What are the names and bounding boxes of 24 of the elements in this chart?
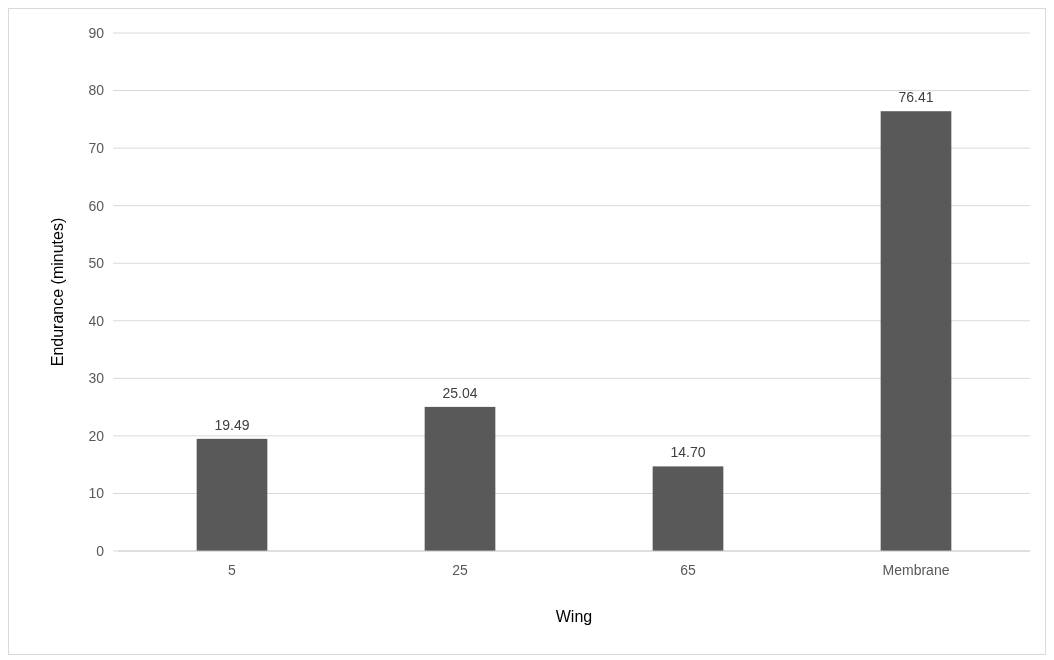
bar (652, 466, 724, 551)
data-label: 76.41 (898, 89, 934, 106)
y-tick-label: 40 (88, 312, 105, 329)
y-tick-label: 20 (88, 427, 105, 444)
x-tick-label: 25 (452, 562, 468, 578)
y-tick-label: 70 (88, 140, 105, 157)
y-tick-label: 80 (88, 82, 105, 99)
y-tick-label: 0 (96, 542, 105, 559)
data-label: 25.04 (442, 384, 478, 401)
data-label: 19.49 (214, 416, 250, 433)
y-axis-title: Endurance (minutes) (49, 217, 66, 367)
data-label: 14.70 (670, 444, 706, 461)
x-tick-label: 5 (228, 562, 237, 578)
x-axis-title: Wing (555, 608, 593, 625)
x-tick-label: 65 (680, 562, 696, 578)
x-tick-label: Membrane (882, 562, 950, 578)
y-tick-label: 10 (88, 485, 105, 502)
y-tick-label: 50 (88, 255, 105, 272)
y-tick-label: 30 (88, 370, 105, 387)
bar (196, 438, 268, 551)
y-tick-label: 60 (88, 197, 105, 214)
y-tick-label: 90 (88, 24, 105, 41)
bar (880, 111, 952, 551)
bar (424, 406, 496, 551)
